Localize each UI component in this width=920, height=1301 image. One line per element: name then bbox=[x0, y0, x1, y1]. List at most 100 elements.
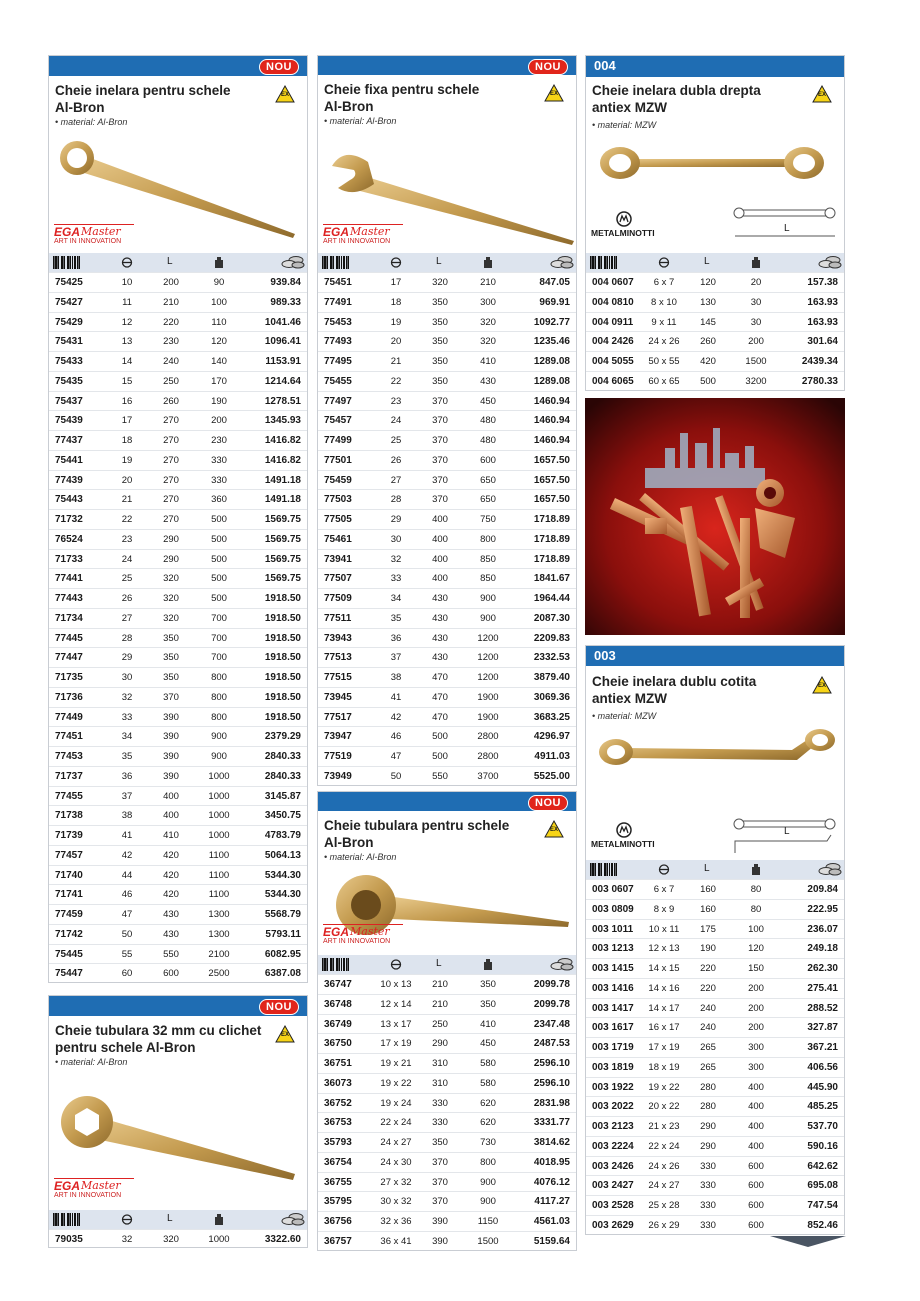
length-cell: 370 bbox=[432, 454, 448, 466]
size-cell: 33 bbox=[390, 573, 402, 585]
price-cell: 1918.50 bbox=[264, 691, 301, 703]
panel-title: Cheie tubulara 32 mm cu clichet bbox=[55, 1023, 262, 1038]
table-row: 003 0809 8 x 9 160 80 222.95 bbox=[586, 898, 844, 920]
table-row: 75455 22 350 430 1289.08 bbox=[318, 370, 576, 392]
size-cell: 36 x 41 bbox=[380, 1235, 412, 1247]
size-cell: 17 bbox=[121, 415, 133, 427]
weight-cell: 900 bbox=[480, 1196, 496, 1208]
table-row: 73941 32 400 850 1718.89 bbox=[318, 548, 576, 570]
price-icon bbox=[281, 1213, 305, 1226]
size-cell: 20 x 22 bbox=[648, 1101, 680, 1113]
size-cell: 46 bbox=[390, 731, 402, 743]
size-cell: 26 bbox=[390, 454, 402, 466]
length-cell: 210 bbox=[432, 998, 448, 1010]
product-code-cell: 75435 bbox=[55, 375, 83, 387]
panel-title: Cheie inelara pentru schele bbox=[55, 83, 231, 98]
brand-name: EGA bbox=[54, 1179, 81, 1193]
weight-cell: 700 bbox=[211, 612, 227, 624]
weight-cell: 500 bbox=[211, 593, 227, 604]
product-code-cell: 75443 bbox=[55, 494, 83, 506]
product-code-cell: 36754 bbox=[324, 1156, 352, 1168]
price-cell: 1153.91 bbox=[265, 356, 301, 367]
price-cell: 1289.08 bbox=[533, 375, 570, 387]
product-code-cell: 36757 bbox=[324, 1235, 352, 1247]
table-row: 35793 24 x 27 350 730 3814.62 bbox=[318, 1132, 576, 1153]
size-cell: 19 bbox=[390, 316, 402, 328]
table-row: 77459 47 430 1300 5568.79 bbox=[49, 904, 307, 925]
length-cell: 265 bbox=[700, 1042, 716, 1053]
price-cell: 4911.03 bbox=[534, 751, 570, 762]
price-cell: 445.90 bbox=[807, 1081, 838, 1093]
length-cell: 210 bbox=[432, 979, 448, 990]
size-cell: 16 bbox=[121, 395, 133, 407]
price-cell: 852.46 bbox=[807, 1219, 838, 1231]
price-cell: 1416.82 bbox=[264, 435, 301, 446]
table-row: 77455 37 400 1000 3145.87 bbox=[49, 785, 307, 807]
table-row: 77509 34 430 900 1964.44 bbox=[318, 588, 576, 609]
table-row: 003 1819 18 x 19 265 300 406.56 bbox=[586, 1056, 844, 1078]
length-cell: 430 bbox=[432, 652, 448, 664]
product-code-cell: 71742 bbox=[55, 928, 83, 940]
price-cell: 1918.50 bbox=[264, 632, 301, 644]
table-row: 77457 42 420 1100 5064.13 bbox=[49, 844, 307, 866]
weight-cell: 580 bbox=[480, 1077, 496, 1089]
table-header: L bbox=[49, 253, 307, 272]
length-cell: 550 bbox=[432, 770, 448, 782]
product-code-cell: 75433 bbox=[55, 356, 83, 367]
product-code-cell: 77437 bbox=[55, 435, 83, 446]
weight-icon bbox=[484, 257, 492, 268]
size-cell: 23 bbox=[121, 533, 133, 545]
product-panel: NOU Cheie tubulara pentru schele Al-Bron • … bbox=[317, 791, 577, 1251]
product-code-cell: 77443 bbox=[55, 593, 83, 604]
panel-header: 004 bbox=[586, 56, 844, 77]
product-code-cell: 71741 bbox=[55, 889, 83, 901]
ex-triangle bbox=[275, 85, 295, 103]
price-cell: 406.56 bbox=[807, 1061, 838, 1073]
price-cell: 847.05 bbox=[539, 277, 570, 288]
table-row: 36748 12 x 14 210 350 2099.78 bbox=[318, 993, 576, 1015]
size-cell: 32 bbox=[121, 1234, 133, 1245]
price-cell: 2780.33 bbox=[801, 375, 838, 387]
weight-icon bbox=[484, 959, 492, 970]
length-cell: 350 bbox=[163, 652, 179, 664]
table-row: 77495 21 350 410 1289.08 bbox=[318, 351, 576, 372]
size-cell: 24 x 26 bbox=[648, 336, 680, 348]
weight-cell: 200 bbox=[748, 336, 764, 348]
product-code-cell: 71736 bbox=[55, 691, 83, 703]
weight-cell: 580 bbox=[480, 1058, 496, 1069]
price-cell: 2596.10 bbox=[533, 1077, 570, 1089]
length-cell: 430 bbox=[432, 632, 448, 644]
size-cell: 14 x 17 bbox=[648, 1002, 680, 1014]
size-cell: 36 bbox=[390, 632, 402, 644]
price-cell: 1416.82 bbox=[264, 454, 301, 466]
brand-script: Master bbox=[81, 1179, 121, 1192]
product-code-cell: 71733 bbox=[55, 553, 83, 565]
product-code-cell: 77519 bbox=[324, 751, 352, 762]
length-cell: 220 bbox=[700, 963, 716, 974]
price-cell: 367.21 bbox=[807, 1042, 838, 1053]
length-cell: 370 bbox=[432, 1196, 448, 1208]
weight-cell: 480 bbox=[480, 415, 496, 427]
price-cell: 1278.51 bbox=[264, 395, 301, 407]
size-cell: 50 x 55 bbox=[648, 356, 680, 367]
product-code-cell: 77441 bbox=[55, 573, 83, 585]
weight-cell: 1000 bbox=[208, 790, 230, 802]
product-code-cell: 77493 bbox=[324, 336, 352, 348]
weight-cell: 100 bbox=[748, 923, 764, 935]
price-cell: 1491.18 bbox=[264, 494, 301, 506]
price-cell: 2087.30 bbox=[533, 612, 570, 624]
size-cell: 18 x 19 bbox=[648, 1061, 680, 1073]
table-row: 77505 29 400 750 1718.89 bbox=[318, 509, 576, 530]
product-code-cell: 75429 bbox=[55, 316, 83, 328]
product-code-cell: 73947 bbox=[324, 731, 352, 743]
weight-cell: 900 bbox=[480, 612, 496, 624]
table-row: 75435 15 250 170 1214.64 bbox=[49, 370, 307, 392]
weight-cell: 480 bbox=[480, 435, 496, 446]
product-code-cell: 77495 bbox=[324, 356, 352, 367]
length-cell: 310 bbox=[432, 1077, 448, 1089]
product-code-cell: 36751 bbox=[324, 1058, 352, 1069]
product-code-cell: 71738 bbox=[55, 810, 83, 822]
weight-cell: 400 bbox=[748, 1101, 764, 1113]
price-cell: 1569.75 bbox=[264, 533, 301, 545]
weight-cell: 1300 bbox=[208, 928, 230, 940]
